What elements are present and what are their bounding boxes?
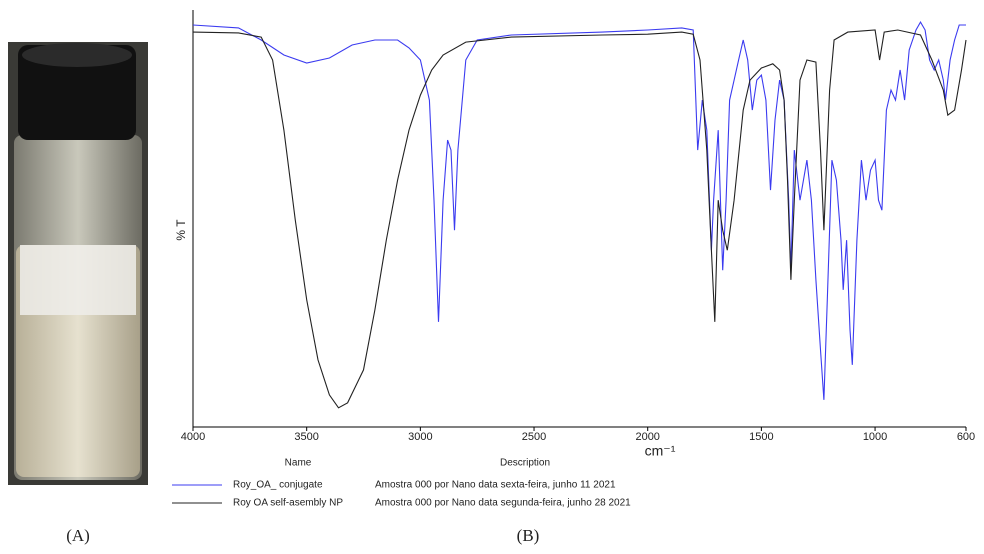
x-tick-label: 4000 <box>181 431 205 443</box>
legend-description: Amostra 000 por Nano data segunda-feira,… <box>375 498 631 509</box>
x-tick-label: 2500 <box>522 431 546 443</box>
x-tick-label: 1000 <box>863 431 887 443</box>
spectrum-line <box>192 20 966 400</box>
x-axis-label: cm⁻¹ <box>645 443 676 459</box>
legend-header: Name <box>285 458 312 469</box>
legend-header: Description <box>500 458 550 469</box>
panel-label: (A) <box>66 526 90 545</box>
x-tick-label: 3500 <box>294 431 318 443</box>
legend-name: Roy_OA_ conjugate <box>233 480 323 491</box>
x-tick-label: 2000 <box>635 431 659 443</box>
x-tick-label: 600 <box>957 431 975 443</box>
y-axis-label: % T <box>174 219 188 241</box>
vial-photo <box>8 42 148 485</box>
spectrum-line <box>192 29 967 409</box>
x-tick-label: 1500 <box>749 431 773 443</box>
panel-label: (B) <box>517 526 540 545</box>
x-tick-label: 3000 <box>408 431 432 443</box>
legend-description: Amostra 000 por Nano data sexta-feira, j… <box>375 480 616 491</box>
legend-name: Roy OA self-asembly NP <box>233 498 343 509</box>
